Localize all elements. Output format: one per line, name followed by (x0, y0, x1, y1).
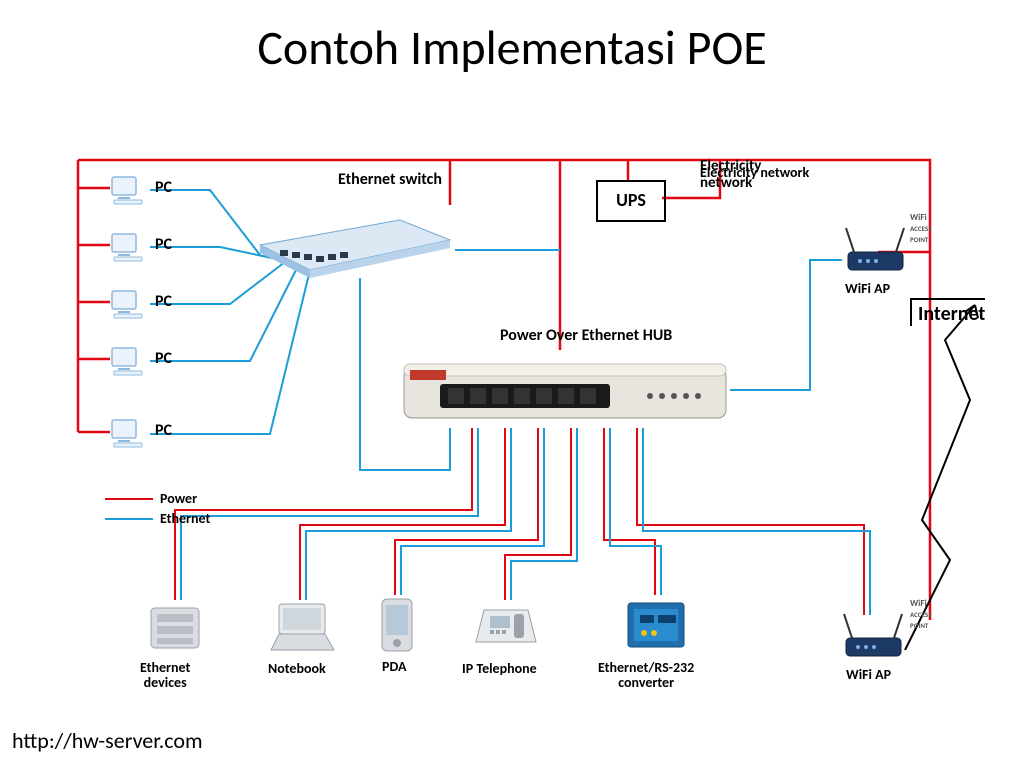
ip-telephone-icon (470, 598, 542, 656)
wifi-ap-bottom-icon (838, 608, 916, 663)
pc-label: PC (155, 349, 172, 368)
pc-label: PC (155, 178, 172, 197)
slide: Contoh Implementasi POE (0, 0, 1024, 768)
wifi-ap-top-label: WiFi AP (845, 280, 890, 297)
ups-box: UPS (596, 180, 666, 222)
legend-ethernet-line (105, 518, 153, 520)
legend-power-label: Power (160, 490, 197, 507)
ethernet-switch-label: Ethernet switch (338, 170, 442, 189)
ethernet-devices-label: Ethernetdevices (140, 660, 190, 690)
ethernet-devices-icon (145, 600, 205, 655)
pda-label: PDA (382, 658, 406, 675)
pc-icon (110, 175, 146, 210)
notebook-label: Notebook (268, 660, 326, 677)
wifi-ap-top-icon (840, 222, 918, 277)
notebook-icon (265, 600, 340, 655)
footer-url: http://hw-server.com (12, 727, 203, 754)
wifi-ap-bottom-label: WiFi AP (846, 666, 891, 683)
pc-icon (110, 418, 146, 453)
pc-icon (110, 346, 146, 381)
legend-ethernet-label: Ethernet (160, 510, 210, 527)
legend-power-line (105, 498, 153, 500)
slide-title: Contoh Implementasi POE (0, 18, 1024, 77)
rs232-converter-icon (620, 595, 692, 655)
pda-icon (378, 595, 416, 655)
rs232-converter-label: Ethernet/RS-232converter (598, 660, 694, 690)
wifi-badge-bottom: WiFiACCESSPOINT (910, 598, 932, 631)
electricity-network-label2: Electricitynetwork (700, 158, 761, 192)
poe-hub-label: Power Over Ethernet HUB (500, 326, 672, 345)
pc-label: PC (155, 235, 172, 254)
pc-icon (110, 232, 146, 267)
pc-label: PC (155, 421, 172, 440)
ip-telephone-label: IP Telephone (462, 660, 537, 677)
internet-label: Internet (910, 298, 985, 326)
pc-icon (110, 289, 146, 324)
pc-label: PC (155, 292, 172, 311)
ethernet-switch-icon (250, 200, 455, 278)
poe-hub-icon (400, 350, 730, 428)
wifi-badge: WiFiACCESSPOINT (910, 212, 932, 245)
